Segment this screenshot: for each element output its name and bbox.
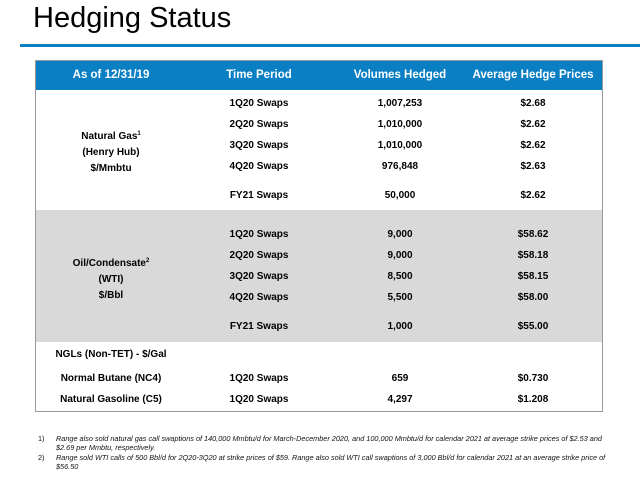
gas-row-1-volume: 1,007,253 <box>377 98 423 109</box>
oil-footnote-ref: 2 <box>146 258 150 264</box>
table-header-row: As of 12/31/19 Time Period Volumes Hedge… <box>36 61 602 90</box>
footnote-2-number: 2) <box>38 453 45 462</box>
oil-row-3-volume: 8,500 <box>387 271 413 282</box>
oil-row-2-period: 2Q20 Swaps <box>229 250 289 261</box>
oil-row-5-period: FY21 Swaps <box>229 321 289 332</box>
gas-row-3-volume: 1,010,000 <box>377 140 423 151</box>
oil-row-2-price: $58.18 <box>517 250 549 261</box>
ngl-row-1-price: $0.730 <box>517 373 549 384</box>
gas-row-1-price: $2.68 <box>520 98 546 109</box>
oil-row-4-volume: 5,500 <box>387 292 413 303</box>
ngl-section: NGLs (Non-TET) - $/Gal Normal Butane (NC… <box>36 342 602 411</box>
title-underline <box>20 44 640 47</box>
oil-row-4-price: $58.00 <box>517 292 549 303</box>
footnotes: 1) Range also sold natural gas call swap… <box>38 434 618 472</box>
page-title: Hedging Status <box>33 2 232 34</box>
ngl-row-1-label: Normal Butane (NC4) <box>60 373 162 384</box>
header-time-period: Time Period <box>226 69 292 81</box>
footnote-2-text: Range sold WTI calls of 500 Bbl/d for 2Q… <box>56 453 606 471</box>
footnote-1: 1) Range also sold natural gas call swap… <box>38 434 618 452</box>
gas-row-5-price: $2.62 <box>520 190 546 201</box>
oil-row-1-period: 1Q20 Swaps <box>229 229 289 240</box>
oil-condensate-section: Oil/Condensate2 (WTI) $/Bbl 1Q20 Swaps 9… <box>36 210 602 342</box>
gas-label-line-3: $/Mmbtu <box>90 163 132 174</box>
gas-row-5-volume: 50,000 <box>384 190 416 201</box>
gas-row-5-period: FY21 Swaps <box>229 190 289 201</box>
gas-label-line-2: (Henry Hub) <box>82 147 140 158</box>
ngl-row-2-period: 1Q20 Swaps <box>229 394 289 405</box>
gas-label-line-1: Natural Gas <box>81 131 138 142</box>
footnote-1-number: 1) <box>38 434 45 443</box>
oil-row-4-period: 4Q20 Swaps <box>229 292 289 303</box>
oil-row-1-volume: 9,000 <box>387 229 413 240</box>
gas-row-2-period: 2Q20 Swaps <box>229 119 289 130</box>
oil-row-5-volume: 1,000 <box>387 321 413 332</box>
oil-row-3-price: $58.15 <box>517 271 549 282</box>
oil-row-2-volume: 9,000 <box>387 250 413 261</box>
footnote-1-text: Range also sold natural gas call swaptio… <box>56 434 602 452</box>
gas-row-4-price: $2.63 <box>520 161 546 172</box>
gas-row-4-period: 4Q20 Swaps <box>229 161 289 172</box>
ngl-header-label: NGLs (Non-TET) - $/Gal <box>55 349 167 360</box>
oil-row-3-period: 3Q20 Swaps <box>229 271 289 282</box>
header-volumes-hedged: Volumes Hedged <box>353 69 447 81</box>
header-as-of: As of 12/31/19 <box>72 69 150 81</box>
ngl-row-1-period: 1Q20 Swaps <box>229 373 289 384</box>
natural-gas-label: Natural Gas1 (Henry Hub) $/Mmbtu <box>36 126 186 177</box>
gas-row-1-period: 1Q20 Swaps <box>229 98 289 109</box>
footnote-2: 2) Range sold WTI calls of 500 Bbl/d for… <box>38 453 618 471</box>
oil-label-line-1: Oil/Condensate <box>72 258 146 269</box>
ngl-row-1-volume: 659 <box>391 373 409 384</box>
gas-row-3-price: $2.62 <box>520 140 546 151</box>
gas-row-3-period: 3Q20 Swaps <box>229 140 289 151</box>
header-average-hedge-prices: Average Hedge Prices <box>472 69 594 81</box>
oil-condensate-label: Oil/Condensate2 (WTI) $/Bbl <box>36 253 186 304</box>
hedging-table: As of 12/31/19 Time Period Volumes Hedge… <box>35 60 603 412</box>
gas-footnote-ref: 1 <box>137 131 141 137</box>
oil-label-line-2: (WTI) <box>98 274 124 285</box>
ngl-row-2-label: Natural Gasoline (C5) <box>60 394 162 405</box>
gas-row-2-price: $2.62 <box>520 119 546 130</box>
gas-row-4-volume: 976,848 <box>381 161 419 172</box>
ngl-row-2-price: $1.208 <box>517 394 549 405</box>
ngl-row-2-volume: 4,297 <box>387 394 413 405</box>
oil-row-5-price: $55.00 <box>517 321 549 332</box>
gas-row-2-volume: 1,010,000 <box>377 119 423 130</box>
natural-gas-section: Natural Gas1 (Henry Hub) $/Mmbtu 1Q20 Sw… <box>36 90 602 210</box>
oil-label-line-3: $/Bbl <box>98 290 124 301</box>
oil-row-1-price: $58.62 <box>517 229 549 240</box>
